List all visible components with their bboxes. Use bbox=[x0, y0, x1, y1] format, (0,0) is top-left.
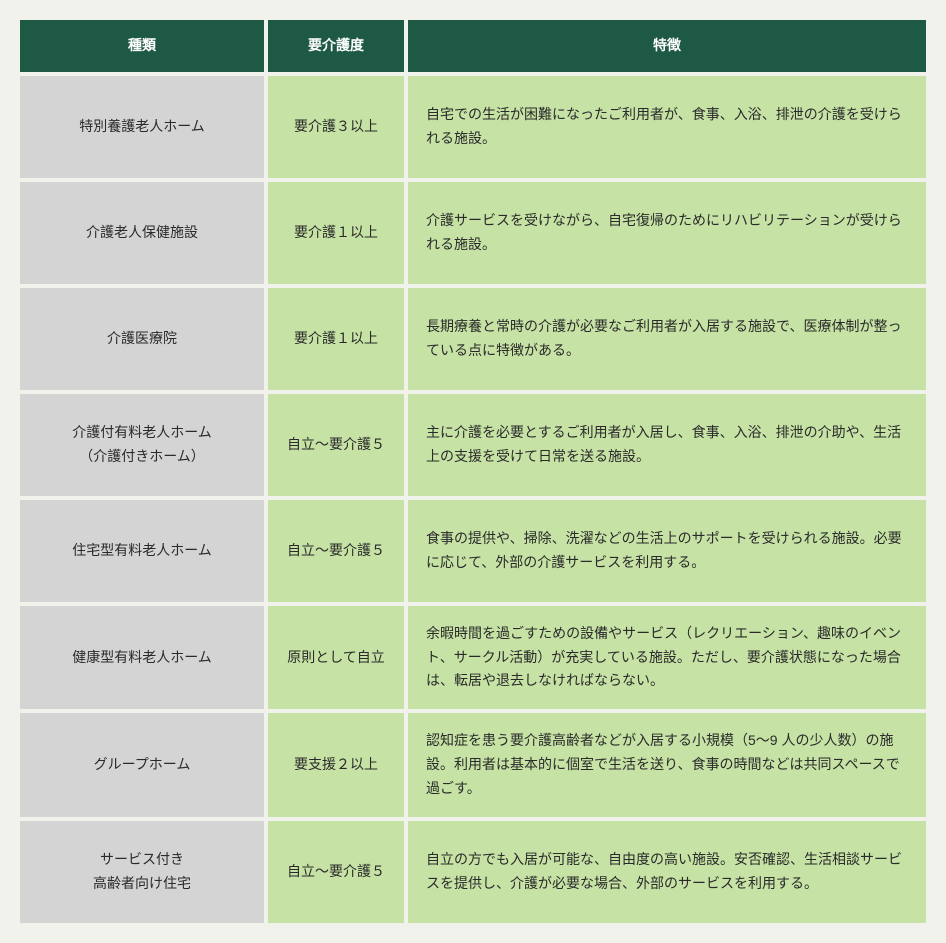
row-type: 介護付有料老人ホーム （介護付きホーム） bbox=[20, 394, 268, 496]
row-feature: 介護サービスを受けながら、自宅復帰のためにリハビリテーションが受けられる施設。 bbox=[408, 182, 926, 284]
table-row: 介護老人保健施設 要介護１以上 介護サービスを受けながら、自宅復帰のためにリハビ… bbox=[20, 182, 926, 288]
row-type-line2: （介護付きホーム） bbox=[79, 448, 205, 464]
row-feature: 主に介護を必要とするご利用者が入居し、食事、入浴、排泄の介助や、生活上の支援を受… bbox=[408, 394, 926, 496]
table-row: 住宅型有料老人ホーム 自立〜要介護５ 食事の提供や、掃除、洗濯などの生活上のサポ… bbox=[20, 500, 926, 606]
header-feature: 特徴 bbox=[408, 20, 926, 72]
row-level: 原則として自立 bbox=[268, 606, 408, 709]
row-level: 自立〜要介護５ bbox=[268, 821, 408, 923]
row-level: 要支援２以上 bbox=[268, 713, 408, 816]
row-type: 介護老人保健施設 bbox=[20, 182, 268, 284]
row-level: 自立〜要介護５ bbox=[268, 500, 408, 602]
row-level: 要介護１以上 bbox=[268, 288, 408, 390]
row-type: グループホーム bbox=[20, 713, 268, 816]
table-row: サービス付き 高齢者向け住宅 自立〜要介護５ 自立の方でも入居が可能な、自由度の… bbox=[20, 821, 926, 923]
header-level: 要介護度 bbox=[268, 20, 408, 72]
row-type-line2: 高齢者向け住宅 bbox=[93, 875, 191, 891]
row-level: 要介護１以上 bbox=[268, 182, 408, 284]
table-row: 特別養護老人ホーム 要介護３以上 自宅での生活が困難になったご利用者が、食事、入… bbox=[20, 76, 926, 182]
row-type: 介護医療院 bbox=[20, 288, 268, 390]
row-level: 自立〜要介護５ bbox=[268, 394, 408, 496]
row-type: 特別養護老人ホーム bbox=[20, 76, 268, 178]
table-row: 健康型有料老人ホーム 原則として自立 余暇時間を過ごすための設備やサービス（レク… bbox=[20, 606, 926, 713]
row-feature: 自宅での生活が困難になったご利用者が、食事、入浴、排泄の介護を受けられる施設。 bbox=[408, 76, 926, 178]
table-row: 介護医療院 要介護１以上 長期療養と常時の介護が必要なご利用者が入居する施設で、… bbox=[20, 288, 926, 394]
row-feature: 食事の提供や、掃除、洗濯などの生活上のサポートを受けられる施設。必要に応じて、外… bbox=[408, 500, 926, 602]
table-header-row: 種類 要介護度 特徴 bbox=[20, 20, 926, 76]
row-feature: 認知症を患う要介護高齢者などが入居する小規模（5〜9 人の少人数）の施設。利用者… bbox=[408, 713, 926, 816]
row-feature: 余暇時間を過ごすための設備やサービス（レクリエーション、趣味のイベント、サークル… bbox=[408, 606, 926, 709]
row-type-line1: サービス付き bbox=[100, 851, 184, 867]
table-row: グループホーム 要支援２以上 認知症を患う要介護高齢者などが入居する小規模（5〜… bbox=[20, 713, 926, 820]
row-feature: 長期療養と常時の介護が必要なご利用者が入居する施設で、医療体制が整っている点に特… bbox=[408, 288, 926, 390]
care-facility-table: 種類 要介護度 特徴 特別養護老人ホーム 要介護３以上 自宅での生活が困難になっ… bbox=[20, 20, 926, 923]
row-type: 健康型有料老人ホーム bbox=[20, 606, 268, 709]
row-feature: 自立の方でも入居が可能な、自由度の高い施設。安否確認、生活相談サービスを提供し、… bbox=[408, 821, 926, 923]
row-type: 住宅型有料老人ホーム bbox=[20, 500, 268, 602]
header-type: 種類 bbox=[20, 20, 268, 72]
row-level: 要介護３以上 bbox=[268, 76, 408, 178]
table-row: 介護付有料老人ホーム （介護付きホーム） 自立〜要介護５ 主に介護を必要とするご… bbox=[20, 394, 926, 500]
row-type: サービス付き 高齢者向け住宅 bbox=[20, 821, 268, 923]
row-type-line1: 介護付有料老人ホーム bbox=[72, 424, 212, 440]
